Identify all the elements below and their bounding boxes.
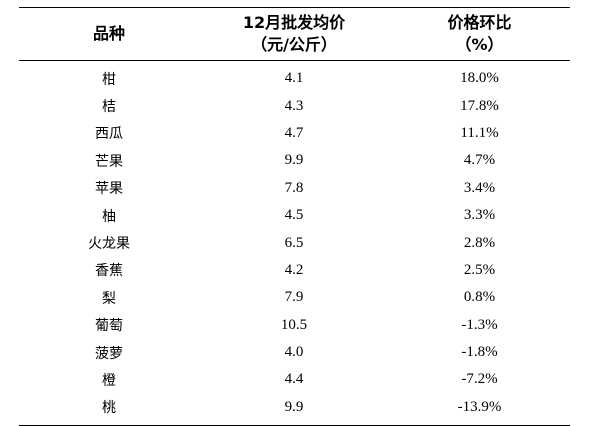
change-cell: 3.4% — [463, 179, 496, 196]
header-change: 价格环比 （%） — [389, 12, 570, 56]
header-change-line1: 价格环比 — [447, 13, 512, 32]
table-row: 火龙果 6.5 2.8% — [19, 229, 570, 256]
header-price: 12月批发均价 （元/公斤） — [199, 12, 389, 56]
variety-cell: 橙 — [102, 372, 116, 389]
header-price-line1: 12月批发均价 — [242, 13, 346, 32]
header-rule — [19, 60, 570, 61]
variety-cell: 菠萝 — [95, 345, 123, 362]
price-cell: 4.7 — [284, 124, 304, 141]
table-row: 梨 7.9 0.8% — [19, 284, 570, 311]
variety-cell: 芒果 — [95, 153, 123, 170]
variety-cell: 葡萄 — [95, 318, 123, 335]
variety-cell: 桃 — [102, 400, 116, 417]
variety-cell: 火龙果 — [88, 236, 130, 253]
table-row: 西瓜 4.7 11.1% — [19, 120, 570, 147]
price-cell: 9.9 — [284, 152, 304, 169]
change-cell: 17.8% — [460, 97, 499, 114]
change-cell: 11.1% — [460, 124, 499, 141]
price-cell: 4.0 — [284, 344, 304, 361]
table-header: 品种 12月批发均价 （元/公斤） 价格环比 （%） — [19, 8, 570, 60]
change-cell: 3.3% — [463, 207, 496, 224]
change-cell: -1.8% — [461, 344, 498, 361]
variety-cell: 桔 — [102, 99, 116, 116]
table-row: 柚 4.5 3.3% — [19, 202, 570, 229]
variety-cell: 苹果 — [95, 181, 123, 198]
price-table: 品种 12月批发均价 （元/公斤） 价格环比 （%） 柑 4.1 18.0% 桔 4.3… — [19, 7, 570, 426]
table-row: 桔 4.3 17.8% — [19, 92, 570, 119]
header-price-line2: （元/公斤） — [251, 35, 337, 54]
table-row: 桃 9.9 -13.9% — [19, 394, 570, 421]
change-cell: 2.5% — [463, 261, 496, 278]
variety-cell: 梨 — [102, 290, 116, 307]
table-row: 柑 4.1 18.0% — [19, 65, 570, 92]
price-cell: 7.9 — [284, 289, 304, 306]
table-row: 香蕉 4.2 2.5% — [19, 257, 570, 284]
table-row: 芒果 9.9 4.7% — [19, 147, 570, 174]
table-row: 苹果 7.8 3.4% — [19, 175, 570, 202]
change-cell: 4.7% — [463, 152, 496, 169]
price-cell: 4.5 — [284, 207, 304, 224]
price-cell: 4.2 — [284, 261, 304, 278]
variety-cell: 柑 — [102, 71, 116, 88]
price-cell: 6.5 — [284, 234, 304, 251]
change-cell: 18.0% — [460, 70, 499, 87]
change-cell: -1.3% — [461, 316, 498, 333]
change-cell: 0.8% — [463, 289, 496, 306]
price-cell: 4.1 — [284, 70, 304, 87]
price-cell: 4.4 — [284, 371, 304, 388]
top-rule — [19, 7, 570, 8]
variety-cell: 柚 — [102, 208, 116, 225]
variety-cell: 西瓜 — [95, 126, 123, 143]
table-row: 橙 4.4 -7.2% — [19, 366, 570, 393]
price-cell: 10.5 — [280, 316, 308, 333]
table-body: 柑 4.1 18.0% 桔 4.3 17.8% 西瓜 4.7 11.1% 芒果 9.9 4.7% 苹果 7… — [19, 61, 570, 425]
header-change-line2: （%） — [455, 35, 504, 54]
header-variety: 品种 — [19, 23, 199, 45]
change-cell: -7.2% — [461, 371, 498, 388]
price-cell: 7.8 — [284, 179, 304, 196]
table-row: 菠萝 4.0 -1.8% — [19, 339, 570, 366]
variety-cell: 香蕉 — [95, 263, 123, 280]
price-cell: 9.9 — [284, 398, 304, 415]
header-variety-label: 品种 — [92, 24, 125, 43]
change-cell: 2.8% — [463, 234, 496, 251]
change-cell: -13.9% — [457, 398, 502, 415]
table-row: 葡萄 10.5 -1.3% — [19, 312, 570, 339]
price-cell: 4.3 — [284, 97, 304, 114]
